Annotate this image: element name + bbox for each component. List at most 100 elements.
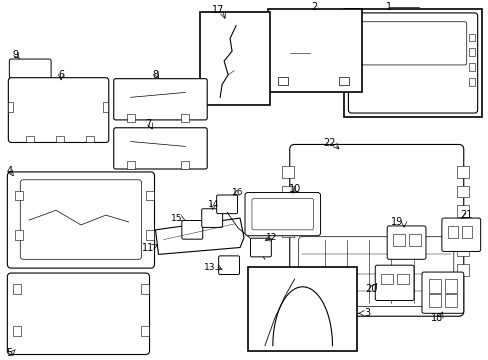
Bar bbox=[8, 102, 13, 112]
Bar bbox=[346, 78, 353, 86]
Bar bbox=[444, 294, 456, 307]
Bar bbox=[428, 294, 440, 307]
FancyBboxPatch shape bbox=[114, 79, 207, 120]
Bar bbox=[181, 161, 189, 169]
Bar bbox=[102, 102, 107, 112]
Text: 12: 12 bbox=[265, 233, 277, 242]
Text: 16: 16 bbox=[232, 188, 244, 197]
Text: 9: 9 bbox=[12, 50, 19, 60]
Bar bbox=[86, 136, 94, 141]
FancyBboxPatch shape bbox=[347, 13, 477, 113]
Text: 3: 3 bbox=[364, 308, 369, 318]
Text: 17: 17 bbox=[211, 5, 224, 15]
Bar bbox=[346, 63, 353, 71]
FancyBboxPatch shape bbox=[8, 78, 108, 143]
Bar bbox=[145, 230, 153, 240]
Text: 11: 11 bbox=[142, 243, 154, 252]
Bar bbox=[13, 284, 21, 294]
Bar bbox=[456, 244, 468, 256]
Text: 15: 15 bbox=[170, 213, 182, 222]
Bar bbox=[456, 166, 468, 178]
Text: 14: 14 bbox=[207, 200, 219, 209]
FancyBboxPatch shape bbox=[114, 128, 207, 169]
Ellipse shape bbox=[29, 96, 89, 124]
Bar bbox=[141, 284, 148, 294]
Bar bbox=[346, 48, 353, 56]
Bar bbox=[247, 267, 357, 351]
FancyBboxPatch shape bbox=[7, 273, 149, 355]
Ellipse shape bbox=[88, 296, 129, 333]
FancyBboxPatch shape bbox=[374, 265, 413, 301]
Bar bbox=[200, 12, 269, 105]
Bar bbox=[456, 205, 468, 217]
Bar bbox=[428, 279, 440, 293]
Bar bbox=[26, 136, 34, 141]
Bar bbox=[15, 230, 23, 240]
Ellipse shape bbox=[273, 320, 281, 326]
Text: 21: 21 bbox=[460, 210, 472, 220]
Bar bbox=[339, 77, 349, 85]
Bar bbox=[392, 234, 404, 246]
Bar bbox=[456, 225, 468, 237]
Text: 5: 5 bbox=[6, 347, 12, 357]
FancyBboxPatch shape bbox=[244, 193, 320, 236]
Bar bbox=[281, 186, 293, 197]
FancyBboxPatch shape bbox=[250, 238, 271, 257]
Text: 7: 7 bbox=[145, 119, 151, 129]
Bar bbox=[141, 326, 148, 336]
Bar bbox=[56, 136, 64, 141]
Bar bbox=[13, 326, 21, 336]
Bar bbox=[15, 190, 23, 201]
Text: 13: 13 bbox=[204, 263, 216, 272]
Bar bbox=[267, 9, 362, 93]
Text: 8: 8 bbox=[152, 70, 158, 80]
Bar bbox=[456, 264, 468, 276]
Text: 6: 6 bbox=[58, 70, 64, 80]
Text: 18: 18 bbox=[430, 313, 442, 323]
Bar bbox=[277, 77, 287, 85]
Bar bbox=[383, 279, 390, 293]
Bar bbox=[181, 114, 189, 122]
Bar bbox=[281, 205, 293, 217]
Ellipse shape bbox=[360, 186, 377, 204]
FancyBboxPatch shape bbox=[182, 221, 203, 239]
Bar bbox=[281, 166, 293, 178]
Text: 2: 2 bbox=[311, 2, 317, 12]
Bar bbox=[381, 274, 392, 284]
FancyBboxPatch shape bbox=[355, 22, 466, 65]
Ellipse shape bbox=[17, 64, 39, 73]
Ellipse shape bbox=[285, 301, 293, 306]
FancyBboxPatch shape bbox=[298, 237, 453, 306]
Bar bbox=[468, 78, 474, 86]
Text: 22: 22 bbox=[323, 139, 335, 148]
FancyBboxPatch shape bbox=[421, 272, 463, 313]
FancyBboxPatch shape bbox=[7, 172, 154, 268]
Bar bbox=[396, 274, 408, 284]
Bar bbox=[126, 114, 134, 122]
FancyBboxPatch shape bbox=[218, 256, 239, 275]
Bar bbox=[346, 33, 353, 41]
FancyBboxPatch shape bbox=[20, 180, 142, 259]
FancyBboxPatch shape bbox=[251, 198, 313, 230]
Text: 4: 4 bbox=[6, 166, 12, 176]
Text: 20: 20 bbox=[365, 284, 377, 294]
Bar bbox=[145, 190, 153, 201]
Ellipse shape bbox=[350, 177, 387, 214]
FancyBboxPatch shape bbox=[9, 59, 51, 79]
Bar bbox=[344, 9, 481, 117]
Ellipse shape bbox=[27, 294, 79, 335]
Bar bbox=[444, 279, 456, 293]
FancyBboxPatch shape bbox=[202, 209, 222, 228]
Bar bbox=[461, 226, 471, 238]
FancyBboxPatch shape bbox=[289, 144, 463, 316]
Text: 19: 19 bbox=[390, 217, 403, 227]
Bar bbox=[281, 225, 293, 237]
Bar bbox=[408, 234, 420, 246]
Text: 10: 10 bbox=[288, 184, 300, 194]
FancyBboxPatch shape bbox=[441, 218, 480, 251]
Bar bbox=[468, 63, 474, 71]
Bar bbox=[126, 161, 134, 169]
FancyBboxPatch shape bbox=[216, 195, 237, 213]
Bar bbox=[468, 48, 474, 56]
Text: 1: 1 bbox=[386, 2, 391, 12]
